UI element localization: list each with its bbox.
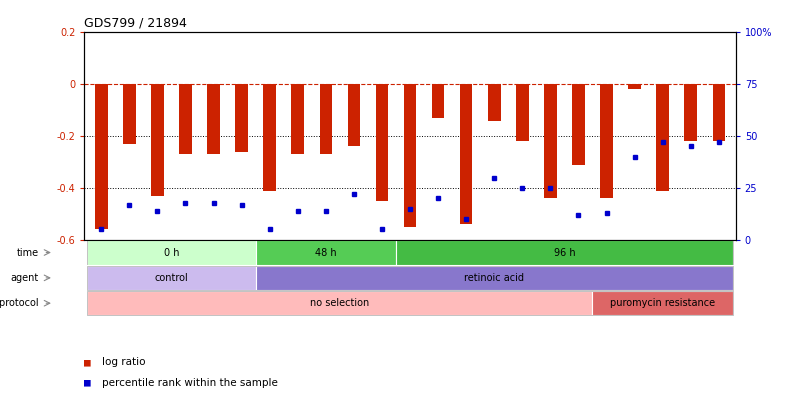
Bar bbox=[87, 291, 592, 315]
Bar bbox=[179, 84, 192, 154]
Bar bbox=[375, 84, 388, 201]
Bar bbox=[235, 84, 247, 152]
Bar bbox=[544, 84, 556, 198]
Bar bbox=[431, 84, 444, 118]
Bar bbox=[592, 291, 732, 315]
Text: percentile rank within the sample: percentile rank within the sample bbox=[102, 378, 278, 388]
Bar bbox=[255, 240, 396, 265]
Bar bbox=[263, 84, 275, 191]
Bar bbox=[487, 84, 500, 121]
Bar bbox=[655, 84, 668, 191]
Bar bbox=[600, 84, 612, 198]
Bar bbox=[627, 84, 640, 90]
Bar bbox=[347, 84, 360, 147]
Text: 48 h: 48 h bbox=[315, 247, 336, 258]
Text: retinoic acid: retinoic acid bbox=[463, 273, 524, 283]
Text: ■: ■ bbox=[84, 358, 98, 367]
Text: 0 h: 0 h bbox=[164, 247, 179, 258]
Bar bbox=[572, 84, 584, 165]
Bar bbox=[207, 84, 219, 154]
Bar bbox=[123, 84, 136, 144]
Text: ■: ■ bbox=[84, 378, 98, 388]
Text: growth protocol: growth protocol bbox=[0, 298, 39, 308]
Text: puromycin resistance: puromycin resistance bbox=[609, 298, 715, 308]
Bar bbox=[516, 84, 528, 141]
Bar bbox=[683, 84, 696, 141]
Text: no selection: no selection bbox=[310, 298, 369, 308]
Text: control: control bbox=[154, 273, 188, 283]
Bar bbox=[95, 84, 108, 230]
Bar bbox=[291, 84, 304, 154]
Text: GDS799 / 21894: GDS799 / 21894 bbox=[84, 17, 187, 30]
Bar bbox=[396, 240, 732, 265]
Bar bbox=[255, 266, 732, 290]
Bar bbox=[403, 84, 416, 227]
Text: time: time bbox=[17, 247, 39, 258]
Text: log ratio: log ratio bbox=[102, 358, 145, 367]
Bar bbox=[151, 84, 164, 196]
Bar bbox=[87, 266, 255, 290]
Bar bbox=[87, 240, 255, 265]
Text: 96 h: 96 h bbox=[553, 247, 574, 258]
Bar bbox=[711, 84, 724, 141]
Bar bbox=[459, 84, 472, 224]
Text: agent: agent bbox=[10, 273, 39, 283]
Bar bbox=[319, 84, 332, 154]
